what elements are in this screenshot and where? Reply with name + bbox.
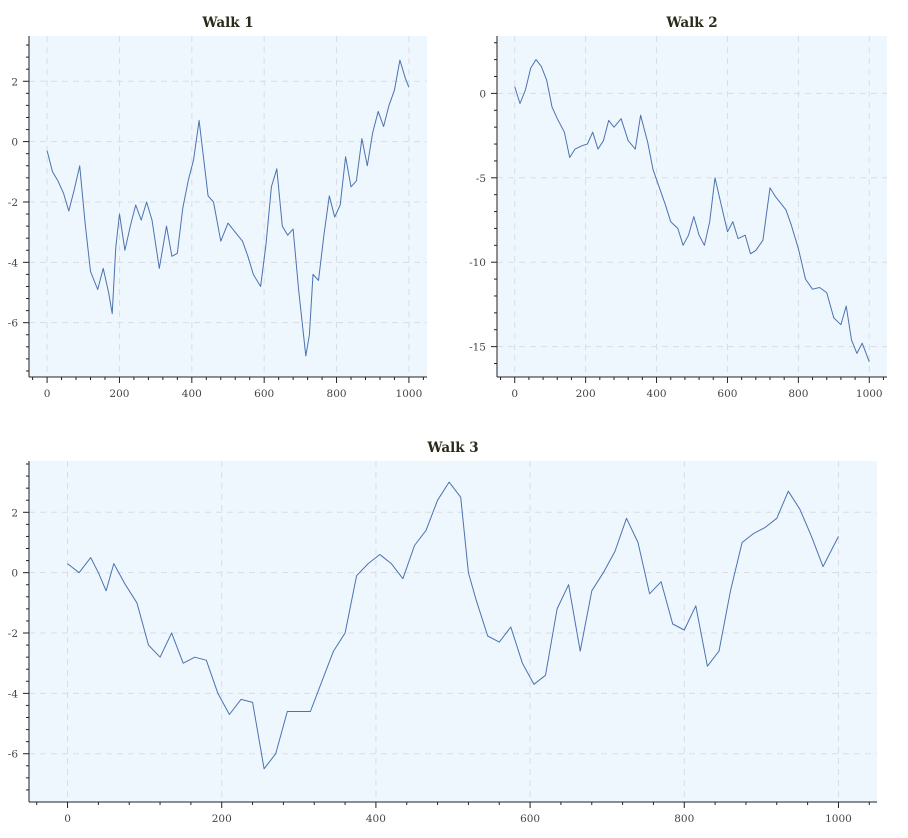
walk-2-x-tick-label-3: 600 — [717, 388, 737, 400]
walk-2-y-tick-label-0: -15 — [469, 342, 486, 354]
walk-1-y-tick-label-3: 0 — [11, 137, 18, 149]
walk-3-x-tick-label-2: 400 — [366, 813, 386, 825]
walk-1-panel: 0 200 400 600 800 1000 -6 -4 -2 0 2 Walk 1 — [8, 15, 427, 400]
walk-3-y-tick-label-2: -2 — [8, 628, 18, 640]
walk-1-x-tick-label-1: 200 — [109, 388, 129, 400]
walk-3-y-tick-label-4: 2 — [11, 507, 18, 519]
walk-3-x-tick-label-4: 800 — [674, 813, 694, 825]
walk-1-x-tick-label-3: 600 — [254, 388, 274, 400]
walk-1-plot-area — [29, 36, 427, 377]
walk-1-series-line-0 — [46, 59, 410, 357]
walk-3-y-tick-label-3: 0 — [11, 568, 18, 580]
walk-1-y-tick-label-0: -6 — [8, 318, 19, 330]
walk-2-panel: 0 200 400 600 800 1000 -15 -10 -5 0 Walk 2 — [469, 15, 887, 400]
walk-2-x-tick-label-1: 200 — [576, 388, 596, 400]
walk-2-x-tick-label-2: 400 — [647, 388, 667, 400]
walk-2-y-tick-label-3: 0 — [479, 88, 486, 100]
walk-3-x-tick-label-0: 0 — [64, 813, 71, 825]
walk-1-x-tick-label-2: 400 — [182, 388, 202, 400]
walk-3-y-tick-label-0: -6 — [8, 749, 19, 761]
walk-2-series-line-0 — [514, 59, 870, 362]
walk-3-x-tick-label-1: 200 — [212, 813, 232, 825]
walk-2-x-tick-label-4: 800 — [788, 388, 808, 400]
walk-3-title: Walk 3 — [426, 440, 478, 456]
walk-1-x-tick-label-5: 1000 — [396, 388, 423, 400]
walk-3-y-tick-label-1: -4 — [8, 688, 19, 700]
walk-3-x-tick-label-5: 1000 — [825, 813, 852, 825]
walk-2-x-tick-label-5: 1000 — [856, 388, 883, 400]
walk-1-y-tick-label-2: -2 — [8, 197, 18, 209]
walk-2-x-tick-label-0: 0 — [511, 388, 518, 400]
walk-1-y-tick-label-1: -4 — [8, 257, 19, 269]
walk-1-title: Walk 1 — [201, 15, 253, 31]
walk-1-x-tick-label-0: 0 — [44, 388, 51, 400]
walk-3-series-line-0 — [67, 481, 839, 770]
walk-1-y-tick-label-4: 2 — [11, 76, 18, 88]
walk-2-y-tick-label-2: -5 — [476, 173, 486, 185]
walk-2-title: Walk 2 — [665, 15, 717, 31]
walk-2-y-tick-label-1: -10 — [469, 257, 486, 269]
walk-2-plot-area — [497, 36, 887, 377]
walk-3-plot-area — [29, 461, 877, 802]
walk-1-x-tick-label-4: 800 — [327, 388, 347, 400]
walk-3-panel: 0 200 400 600 800 1000 -6 -4 -2 0 2 Walk 3 — [8, 440, 877, 825]
walk-3-x-tick-label-3: 600 — [520, 813, 540, 825]
